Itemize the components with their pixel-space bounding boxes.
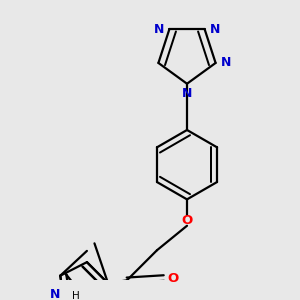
Text: N: N	[221, 56, 232, 70]
Text: H: H	[72, 291, 80, 300]
Text: N: N	[50, 288, 60, 300]
Text: N: N	[182, 87, 192, 101]
Text: O: O	[168, 272, 179, 284]
Text: N: N	[153, 23, 164, 36]
Text: N: N	[210, 23, 220, 36]
Text: O: O	[182, 214, 193, 227]
